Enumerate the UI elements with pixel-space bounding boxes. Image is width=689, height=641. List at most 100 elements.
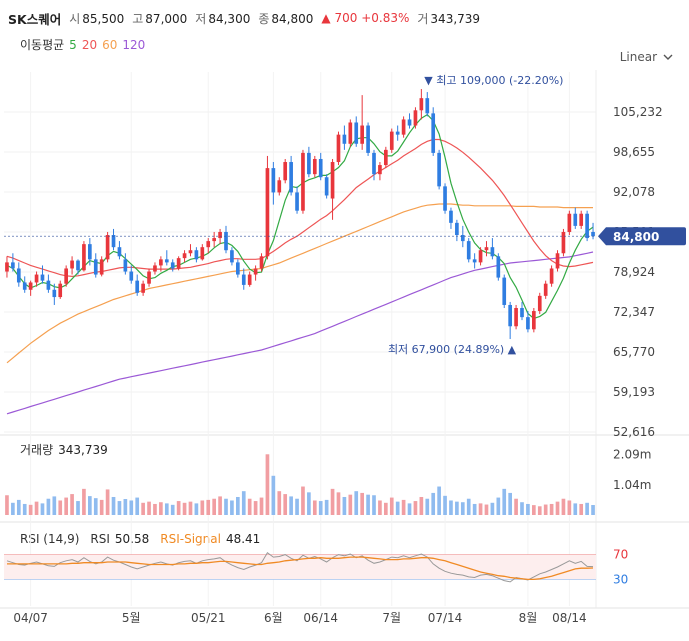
candle-body bbox=[372, 152, 376, 175]
ma-120-label: 120 bbox=[122, 37, 146, 52]
volume-bar bbox=[354, 491, 359, 515]
high-label: 고 bbox=[132, 11, 144, 26]
candle-body bbox=[170, 262, 175, 269]
volume-value: 343,739 bbox=[430, 11, 481, 26]
y-tick-label: 59,193 bbox=[613, 385, 655, 399]
candle-body bbox=[76, 260, 80, 271]
candle-body bbox=[164, 259, 169, 263]
volume-bar bbox=[153, 503, 157, 515]
volume-label: 거 bbox=[417, 11, 429, 26]
candle-body bbox=[555, 253, 560, 269]
candle-body bbox=[449, 210, 453, 223]
volume-bar bbox=[496, 497, 501, 515]
y-tick-label: 72,347 bbox=[613, 305, 655, 319]
candle-body bbox=[431, 113, 436, 153]
scale-selector[interactable]: Linear bbox=[620, 50, 673, 64]
stock-title: SK스퀘어 bbox=[8, 11, 62, 27]
volume-bar bbox=[52, 496, 57, 515]
rsi-label: RSI bbox=[90, 532, 110, 546]
candle-body bbox=[378, 165, 382, 175]
volume-bar bbox=[543, 504, 548, 515]
candle-body bbox=[389, 131, 394, 150]
volume-bar bbox=[46, 498, 51, 515]
rsi-tick-30: 30 bbox=[613, 572, 628, 586]
volume-bar bbox=[567, 500, 572, 515]
volume-bar bbox=[271, 475, 276, 515]
candle-body bbox=[354, 122, 359, 144]
volume-bar bbox=[117, 501, 122, 515]
volume-bar bbox=[76, 501, 80, 515]
candle-body bbox=[206, 241, 211, 248]
volume-bar bbox=[129, 500, 134, 515]
low-label: 저 bbox=[195, 11, 207, 26]
candle-body bbox=[460, 235, 465, 242]
change-percent: +0.83% bbox=[361, 11, 410, 25]
candle-body bbox=[58, 283, 63, 298]
candle-body bbox=[40, 274, 45, 281]
low-value: 84,300 bbox=[208, 11, 251, 26]
x-tick-label: 5월 bbox=[122, 611, 141, 625]
x-tick-label: 04/07 bbox=[13, 611, 48, 625]
volume-bar bbox=[514, 498, 518, 515]
candle-body bbox=[295, 192, 299, 211]
volume-bar bbox=[431, 492, 436, 515]
candle-body bbox=[105, 235, 110, 260]
volume-bar bbox=[579, 503, 584, 515]
candle-body bbox=[443, 186, 447, 211]
volume-bar bbox=[366, 494, 370, 515]
ma-legend[interactable]: 이동평균 5 20 60 120 bbox=[20, 36, 145, 53]
candle-body bbox=[585, 213, 589, 239]
volume-bar bbox=[200, 500, 205, 515]
volume-bar bbox=[289, 496, 293, 515]
volume-bar bbox=[212, 498, 216, 515]
low-annotation: 최저 67,900 (24.89%) ▲ bbox=[388, 343, 517, 356]
candle-body bbox=[466, 241, 471, 260]
candle-body bbox=[413, 110, 418, 126]
volume-bar bbox=[206, 499, 211, 515]
rsi-pane-label: RSI (14,9) RSI 50.58 RSI-Signal 48.41 bbox=[20, 532, 260, 546]
ma-20-label: 20 bbox=[81, 37, 98, 52]
candle-body bbox=[478, 250, 483, 263]
ma-60-label: 60 bbox=[102, 37, 118, 52]
volume-bar bbox=[407, 503, 412, 515]
candle-body bbox=[514, 308, 518, 327]
volume-bar bbox=[378, 500, 382, 515]
candle-body bbox=[129, 271, 134, 281]
volume-bar bbox=[176, 501, 181, 515]
candle-body bbox=[176, 258, 181, 269]
candle-body bbox=[64, 268, 68, 284]
candle-body bbox=[312, 158, 317, 175]
open-label: 시 bbox=[69, 11, 81, 26]
volume-bar bbox=[159, 502, 163, 515]
volume-bar bbox=[360, 492, 364, 515]
candle-body bbox=[307, 152, 311, 175]
open-value: 85,500 bbox=[82, 11, 125, 26]
volume-bar bbox=[437, 486, 441, 515]
candle-body bbox=[135, 280, 140, 293]
volume-bar bbox=[307, 492, 311, 515]
candle-body bbox=[425, 98, 430, 114]
candle-body bbox=[549, 268, 554, 284]
rsi-tick-70: 70 bbox=[613, 548, 628, 562]
volume-bar bbox=[5, 495, 9, 515]
volume-tick-label: 2.09m bbox=[613, 447, 651, 461]
candle-body bbox=[520, 308, 524, 318]
x-tick-label: 6월 bbox=[264, 611, 283, 625]
volume-pane-title: 거래량 bbox=[20, 443, 54, 457]
candle-body bbox=[366, 125, 370, 153]
volume-bar bbox=[520, 502, 524, 515]
candle-body bbox=[395, 131, 400, 135]
x-tick-label: 7월 bbox=[382, 611, 401, 625]
volume-bar bbox=[34, 501, 39, 515]
volume-bar bbox=[147, 501, 151, 515]
candle-body bbox=[537, 295, 542, 312]
volume-bar bbox=[395, 501, 400, 515]
volume-bar bbox=[141, 502, 145, 515]
high-annotation: ▼ 최고 109,000 (-22.20%) bbox=[424, 74, 563, 87]
candle-body bbox=[437, 152, 441, 187]
candle-body bbox=[123, 259, 128, 272]
ma-legend-label: 이동평균 bbox=[20, 38, 65, 52]
volume-bar bbox=[16, 499, 21, 515]
candle-body bbox=[70, 260, 74, 269]
